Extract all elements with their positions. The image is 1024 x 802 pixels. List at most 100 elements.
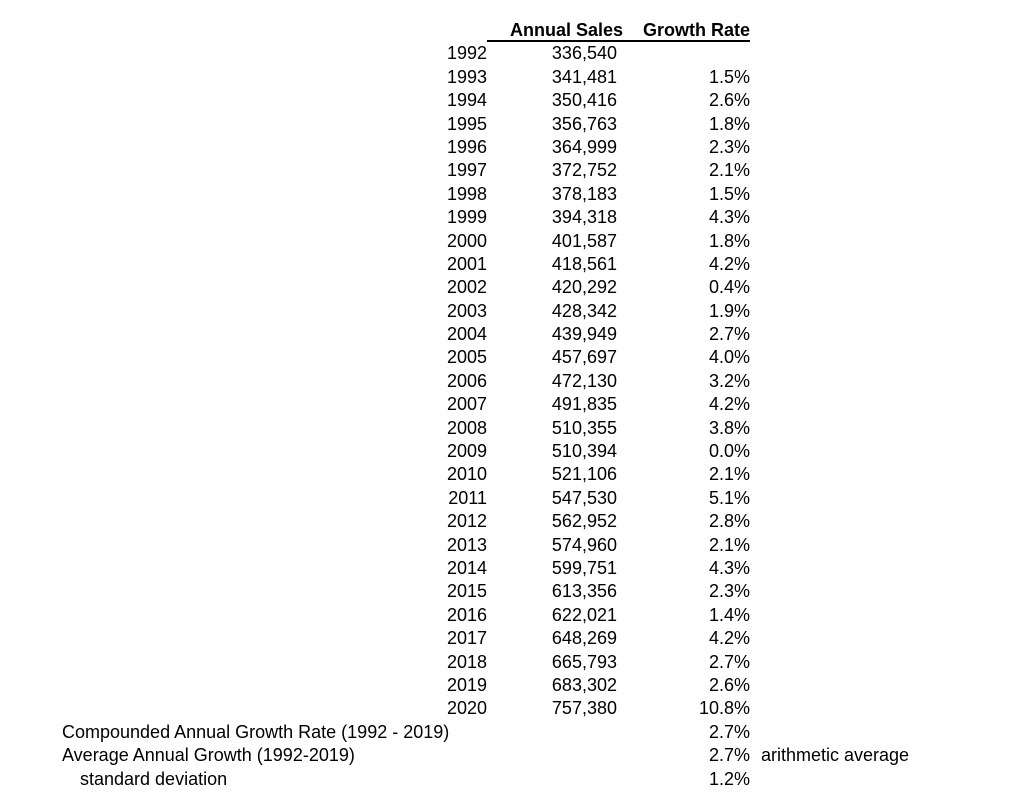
table-header-row: Annual Sales Growth Rate (0, 19, 1024, 43)
note-cell (750, 557, 1024, 580)
annual-sales-cell: 372,752 (551, 160, 617, 181)
annual-sales-cell: 574,960 (551, 534, 617, 555)
table-row: 1992 336,540 (0, 42, 1024, 65)
growth-rate-cell: 0.0% (708, 441, 750, 462)
table-row: 2018 665,793 2.7% (0, 651, 1024, 674)
table-row: 2001 418,561 4.2% (0, 253, 1024, 276)
summary-label: Average Annual Growth (1992-2019) (62, 745, 355, 766)
growth-rate-cell: 2.1% (708, 160, 750, 181)
annual-sales-cell (487, 721, 617, 744)
year-cell: 2018 (446, 651, 487, 672)
note-cell (750, 89, 1024, 112)
annual-sales-cell: 510,355 (551, 417, 617, 438)
growth-rate-cell: 1.4% (708, 604, 750, 625)
note-cell (750, 463, 1024, 486)
year-cell: 2007 (446, 394, 487, 415)
note-cell (750, 510, 1024, 533)
year-cell: 1996 (446, 136, 487, 157)
year-cell: 2019 (446, 674, 487, 695)
table-row: 2014 599,751 4.3% (0, 557, 1024, 580)
growth-rate-cell: 2.8% (708, 511, 750, 532)
note-cell (750, 136, 1024, 159)
year-cell: 2003 (446, 300, 487, 321)
annual-sales-cell (487, 768, 617, 791)
growth-rate-cell: 3.8% (708, 417, 750, 438)
note-cell (750, 113, 1024, 136)
note-cell (750, 768, 1024, 791)
note-cell (750, 230, 1024, 253)
annual-sales-cell: 491,835 (551, 394, 617, 415)
note-cell (750, 346, 1024, 369)
note-cell (750, 276, 1024, 299)
summary-label: standard deviation (80, 768, 228, 789)
header-label-spacer (0, 19, 487, 42)
table-row: 2003 428,342 1.9% (0, 300, 1024, 323)
table-row: 2015 613,356 2.3% (0, 580, 1024, 603)
growth-rate-cell: 4.3% (708, 557, 750, 578)
note-cell (750, 323, 1024, 346)
annual-sales-cell: 439,949 (551, 324, 617, 345)
growth-rate-cell: 2.3% (708, 581, 750, 602)
year-cell: 2008 (446, 417, 487, 438)
table-row: 2011 547,530 5.1% (0, 487, 1024, 510)
growth-rate-cell: 1.2% (708, 768, 750, 789)
note-cell (750, 534, 1024, 557)
note-cell (750, 42, 1024, 65)
year-cell: 2005 (446, 347, 487, 368)
year-cell: 2006 (446, 370, 487, 391)
annual-sales-cell: 622,021 (551, 604, 617, 625)
year-cell: 1995 (446, 113, 487, 134)
growth-rate-cell: 2.6% (708, 90, 750, 111)
annual-sales-cell: 665,793 (551, 651, 617, 672)
growth-rate-cell: 4.2% (708, 628, 750, 649)
table-row: 2013 574,960 2.1% (0, 534, 1024, 557)
note-cell (750, 440, 1024, 463)
growth-rate-cell: 5.1% (708, 487, 750, 508)
annual-sales-cell: 378,183 (551, 183, 617, 204)
growth-rate-cell: 4.2% (708, 394, 750, 415)
table-row: 1997 372,752 2.1% (0, 159, 1024, 182)
year-cell: 2017 (446, 628, 487, 649)
year-cell: 2011 (448, 487, 487, 508)
annual-sales-cell: 613,356 (551, 581, 617, 602)
annual-sales-cell: 547,530 (551, 487, 617, 508)
growth-rate-cell: 10.8% (698, 698, 750, 719)
year-cell: 1992 (446, 43, 487, 64)
header-note-spacer (750, 19, 1024, 42)
year-cell: 1998 (446, 183, 487, 204)
growth-rate-cell: 1.5% (708, 183, 750, 204)
table-row: 2020 757,380 10.8% (0, 697, 1024, 720)
annual-sales-cell: 599,751 (551, 557, 617, 578)
annual-sales-cell: 420,292 (551, 277, 617, 298)
summary-row: Compounded Annual Growth Rate (1992 - 20… (0, 721, 1024, 744)
note-cell (750, 393, 1024, 416)
year-cell: 2014 (446, 557, 487, 578)
growth-rate-cell (617, 42, 750, 65)
annual-sales-cell: 521,106 (551, 464, 617, 485)
note-cell (750, 206, 1024, 229)
note-cell (750, 604, 1024, 627)
summary-row: standard deviation 1.2% (0, 768, 1024, 791)
year-cell: 2009 (446, 441, 487, 462)
annual-sales-cell: 350,416 (551, 90, 617, 111)
table-row: 1998 378,183 1.5% (0, 183, 1024, 206)
annual-sales-cell: 457,697 (551, 347, 617, 368)
table-row: 2019 683,302 2.6% (0, 674, 1024, 697)
year-cell: 1999 (446, 207, 487, 228)
table-row: 1995 356,763 1.8% (0, 113, 1024, 136)
growth-rate-cell: 2.3% (708, 136, 750, 157)
annual-sales-cell: 418,561 (551, 253, 617, 274)
year-cell: 2001 (446, 253, 487, 274)
summary-label: Compounded Annual Growth Rate (1992 - 20… (62, 721, 450, 742)
year-cell: 2013 (446, 534, 487, 555)
table-body: 1992 336,540 1993 341,481 1.5% 1994 350,416 2.6… (0, 42, 1024, 720)
table-row: 2010 521,106 2.1% (0, 463, 1024, 486)
annual-sales-cell: 336,540 (551, 43, 617, 64)
growth-rate-cell: 2.1% (708, 464, 750, 485)
table-row: 2017 648,269 4.2% (0, 627, 1024, 650)
annual-sales-cell: 364,999 (551, 136, 617, 157)
table-row: 2000 401,587 1.8% (0, 230, 1024, 253)
annual-sales-cell: 648,269 (551, 628, 617, 649)
note-cell (750, 697, 1024, 720)
note-cell (750, 66, 1024, 89)
